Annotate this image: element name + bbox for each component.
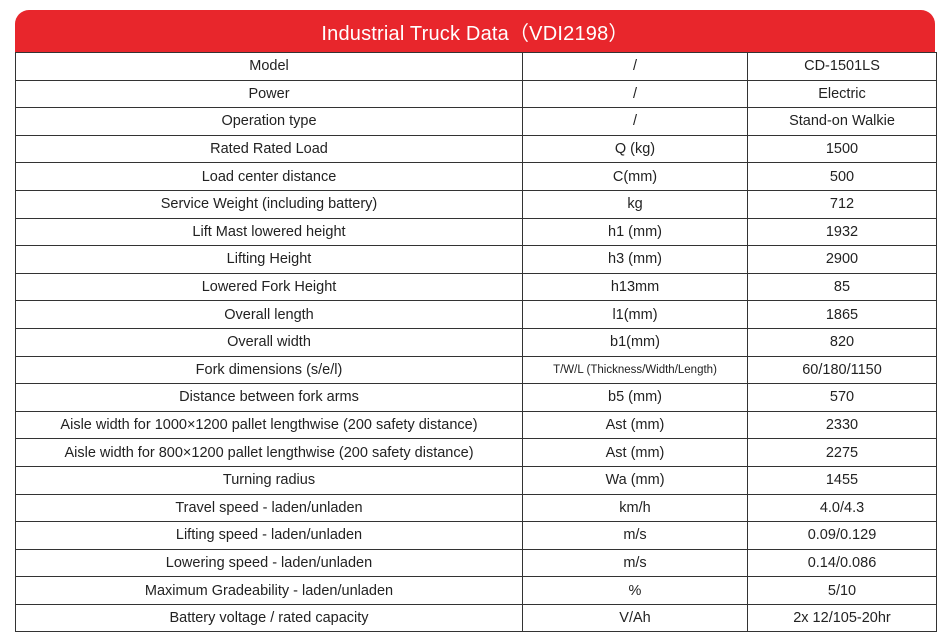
parameter-cell: Power	[15, 79, 523, 109]
table-row: Overall width b1(mm) 820	[15, 327, 937, 357]
value-cell: 60/180/1150	[747, 355, 937, 385]
value-cell: 1500	[747, 134, 937, 164]
unit-cell: h1 (mm)	[522, 217, 748, 247]
value-cell: 570	[747, 383, 937, 412]
table-row: Lowering speed - laden/unladen m/s 0.14/0.…	[15, 548, 937, 578]
parameter-cell: Overall width	[15, 327, 523, 357]
unit-cell: l1(mm)	[522, 300, 748, 329]
unit-cell: Ast (mm)	[522, 410, 748, 440]
value-cell: 5/10	[747, 576, 937, 605]
value-cell: 500	[747, 162, 937, 191]
unit-cell: m/s	[522, 521, 748, 550]
table-row: Travel speed - laden/unladen km/h 4.0/4.3	[15, 493, 937, 523]
table-row: Maximum Gradeability - laden/unladen% 5/1…	[15, 576, 937, 605]
parameter-cell: Fork dimensions (s/e/l)	[15, 355, 523, 385]
table-row: Fork dimensions (s/e/l) T/W/L (Thickness/…	[15, 355, 937, 385]
table-row: Lift Mast lowered height h1 (mm) 1932	[15, 217, 937, 247]
value-cell: 712	[747, 189, 937, 219]
table-row: Battery voltage / rated capacity V/Ah 2x 1…	[15, 603, 937, 633]
parameter-cell: Rated Rated Load	[15, 134, 523, 164]
table-row: Operation type / Stand-on Walkie	[15, 107, 937, 136]
table-row: Rated Rated Load Q (kg) 1500	[15, 134, 937, 164]
spec-table: Model / CD-1501LS Power / Electric Operation t…	[15, 52, 937, 633]
parameter-cell: Lifting speed - laden/unladen	[15, 521, 523, 550]
unit-cell: V/Ah	[522, 603, 748, 633]
table-row: Overall length l1(mm) 1865	[15, 300, 937, 329]
table-row: Turning radius Wa (mm) 1455	[15, 465, 937, 495]
unit-cell: /	[522, 107, 748, 136]
parameter-cell: Service Weight (including battery)	[15, 189, 523, 219]
parameter-cell: Overall length	[15, 300, 523, 329]
value-cell: Stand-on Walkie	[747, 107, 937, 136]
spec-sheet: Industrial Truck Data（VDI2198） Model / CD-…	[15, 10, 937, 633]
value-cell: 85	[747, 272, 937, 302]
unit-cell: /	[522, 79, 748, 109]
value-cell: Electric	[747, 79, 937, 109]
table-row: Power / Electric	[15, 79, 937, 109]
unit-cell: b1(mm)	[522, 327, 748, 357]
unit-cell: T/W/L (Thickness/Width/Length)	[522, 355, 748, 385]
parameter-cell: Turning radius	[15, 465, 523, 495]
table-row: Load center distance C(mm) 500	[15, 162, 937, 191]
unit-cell: m/s	[522, 548, 748, 578]
parameter-cell: Lowering speed - laden/unladen	[15, 548, 523, 578]
parameter-cell: Aisle width for 800×1200 pallet lengthwi…	[15, 438, 523, 467]
parameter-cell: Travel speed - laden/unladen	[15, 493, 523, 523]
table-row: Service Weight (including battery) kg 712	[15, 189, 937, 219]
parameter-cell: Lift Mast lowered height	[15, 217, 523, 247]
table-row: Lowered Fork Height h13mm 85	[15, 272, 937, 302]
value-cell: 4.0/4.3	[747, 493, 937, 523]
table-row: Distance between fork arms b5 (mm) 570	[15, 383, 937, 412]
table-row: Model / CD-1501LS	[15, 52, 937, 81]
unit-cell: kg	[522, 189, 748, 219]
spec-table-body: Model / CD-1501LS Power / Electric Operation t…	[15, 52, 937, 633]
value-cell: 0.14/0.086	[747, 548, 937, 578]
parameter-cell: Lowered Fork Height	[15, 272, 523, 302]
value-cell: 2275	[747, 438, 937, 467]
value-cell: 2x 12/105-20hr	[747, 603, 937, 633]
parameter-cell: Operation type	[15, 107, 523, 136]
value-cell: 2330	[747, 410, 937, 440]
value-cell: CD-1501LS	[747, 52, 937, 81]
table-row: Lifting speed - laden/unladen m/s 0.09/0.1…	[15, 521, 937, 550]
parameter-cell: Aisle width for 1000×1200 pallet lengthw…	[15, 410, 523, 440]
unit-cell: %	[522, 576, 748, 605]
value-cell: 1455	[747, 465, 937, 495]
unit-cell: Q (kg)	[522, 134, 748, 164]
parameter-cell: Model	[15, 52, 523, 81]
unit-cell: h13mm	[522, 272, 748, 302]
parameter-cell: Battery voltage / rated capacity	[15, 603, 523, 633]
unit-cell: C(mm)	[522, 162, 748, 191]
value-cell: 2900	[747, 245, 937, 274]
value-cell: 1932	[747, 217, 937, 247]
parameter-cell: Distance between fork arms	[15, 383, 523, 412]
value-cell: 0.09/0.129	[747, 521, 937, 550]
unit-cell: km/h	[522, 493, 748, 523]
table-row: Aisle width for 800×1200 pallet lengthwi…	[15, 438, 937, 467]
parameter-cell: Load center distance	[15, 162, 523, 191]
table-title: Industrial Truck Data（VDI2198）	[15, 10, 935, 52]
value-cell: 1865	[747, 300, 937, 329]
unit-cell: h3 (mm)	[522, 245, 748, 274]
unit-cell: Wa (mm)	[522, 465, 748, 495]
value-cell: 820	[747, 327, 937, 357]
table-row: Aisle width for 1000×1200 pallet lengthw…	[15, 410, 937, 440]
table-row: Lifting Height h3 (mm) 2900	[15, 245, 937, 274]
parameter-cell: Maximum Gradeability - laden/unladen	[15, 576, 523, 605]
unit-cell: /	[522, 52, 748, 81]
unit-cell: b5 (mm)	[522, 383, 748, 412]
unit-cell: Ast (mm)	[522, 438, 748, 467]
parameter-cell: Lifting Height	[15, 245, 523, 274]
